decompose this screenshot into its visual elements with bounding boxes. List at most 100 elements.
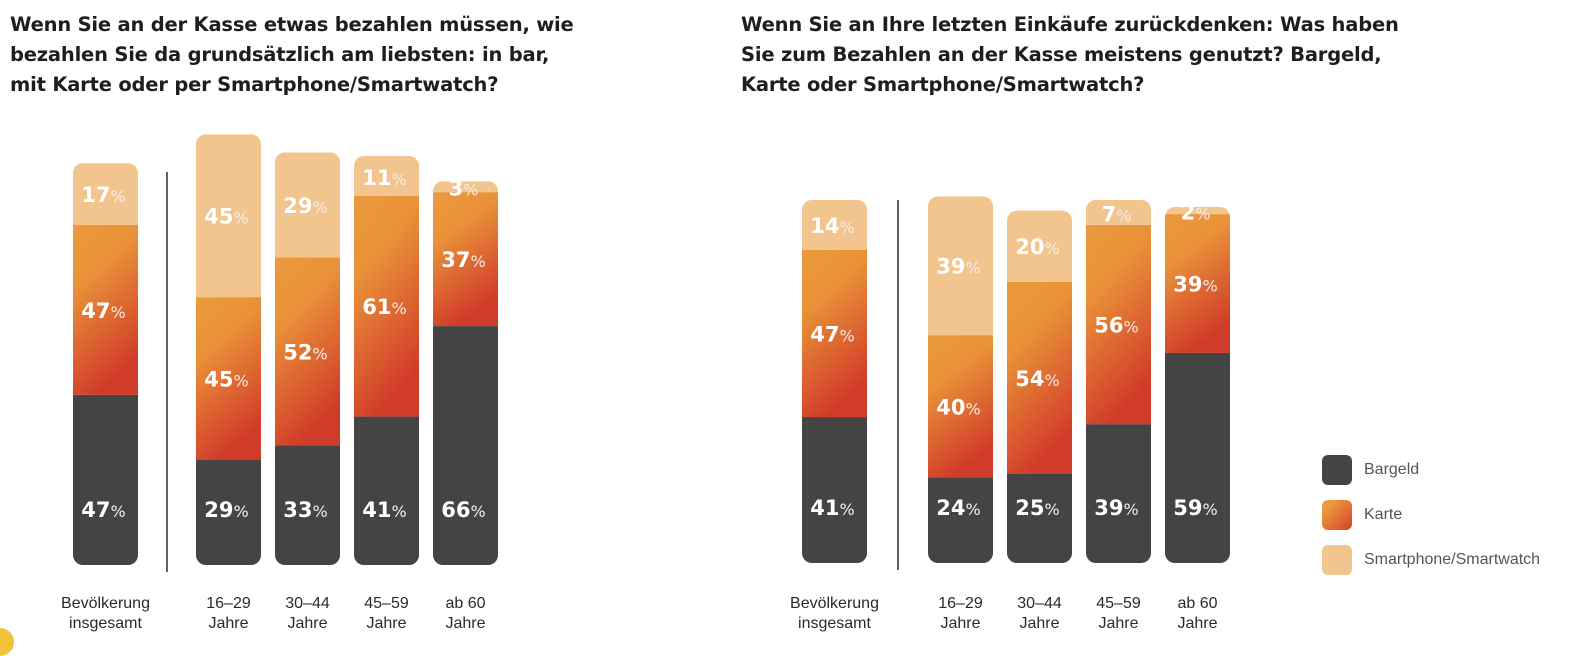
title-line: Wenn Sie an der Kasse etwas bezahlen müs… xyxy=(10,13,574,36)
data-label-smartphone: 17% xyxy=(81,183,125,207)
category-label: ab 60 xyxy=(1177,595,1217,612)
bar-segment-bargeld xyxy=(802,417,867,563)
bar-segment-smartphone xyxy=(196,134,261,298)
bar-segment-karte xyxy=(354,195,419,417)
bar-segment-bargeld xyxy=(196,460,261,565)
data-label-karte: 37% xyxy=(441,248,485,272)
data-label-karte: 56% xyxy=(1094,313,1138,337)
bar-segment-smartphone xyxy=(73,163,138,225)
legend-item-smartphone: Smartphone/Smartwatch xyxy=(1322,537,1540,582)
chart-title-left: Wenn Sie an der Kasse etwas bezahlen müs… xyxy=(10,10,610,100)
data-label-karte: 40% xyxy=(936,395,980,419)
category-label: Jahre xyxy=(1019,615,1059,632)
bar-segment-bargeld xyxy=(354,416,419,565)
legend-swatch-bargeld xyxy=(1322,454,1352,485)
bar-4: 66% 37% 3% xyxy=(433,177,498,565)
data-label-smartphone: 29% xyxy=(283,194,327,218)
data-label-karte: 45% xyxy=(204,368,248,392)
data-label-smartphone: 2% xyxy=(1181,201,1211,225)
bar-segment-smartphone xyxy=(354,155,419,196)
category-label: 16–29 xyxy=(206,595,251,612)
category-label: ab 60 xyxy=(445,595,485,612)
bar-segment-smartphone xyxy=(1007,210,1072,282)
legend: Bargeld Karte Smartphone/Smartwatch xyxy=(1322,447,1540,582)
category-label: 45–59 xyxy=(1096,595,1141,612)
bar-segment-bargeld xyxy=(73,394,138,565)
data-label-bargeld: 39% xyxy=(1094,496,1138,520)
data-label-karte: 47% xyxy=(810,322,854,346)
legend-item-karte: Karte xyxy=(1322,492,1540,537)
bar-segment-karte xyxy=(1165,214,1230,353)
data-label-bargeld: 33% xyxy=(283,498,327,522)
category-label: Bevölkerung xyxy=(790,595,879,612)
category-label: insgesamt xyxy=(798,615,871,632)
category-label: Jahre xyxy=(208,615,248,632)
bar-2: 25% 54% 20% xyxy=(1007,210,1072,563)
bar-segment-bargeld xyxy=(275,445,340,565)
data-label-karte: 47% xyxy=(81,299,125,323)
bar-segment-smartphone xyxy=(928,196,993,336)
data-label-bargeld: 47% xyxy=(81,498,125,522)
data-label-karte: 39% xyxy=(1173,273,1217,297)
data-label-smartphone: 39% xyxy=(936,255,980,279)
data-label-bargeld: 41% xyxy=(362,498,406,522)
legend-swatch-karte xyxy=(1322,499,1352,530)
data-label-bargeld: 41% xyxy=(810,496,854,520)
data-label-smartphone: 20% xyxy=(1015,235,1059,259)
legend-label: Smartphone/Smartwatch xyxy=(1364,550,1541,568)
category-label: insgesamt xyxy=(69,615,142,632)
bar-2: 33% 52% 29% xyxy=(275,152,340,565)
bar-1: 24% 40% 39% xyxy=(928,196,993,563)
bar-segment-smartphone xyxy=(802,199,867,250)
data-label-smartphone: 11% xyxy=(362,166,406,190)
bar-0: 47% 47% 17% xyxy=(73,163,138,565)
data-label-bargeld: 66% xyxy=(441,498,485,522)
data-label-smartphone: 3% xyxy=(449,177,479,201)
category-label: 16–29 xyxy=(938,595,983,612)
category-label: Jahre xyxy=(287,615,327,632)
bar-segment-bargeld xyxy=(928,477,993,563)
category-label: Bevölkerung xyxy=(61,595,150,612)
data-label-bargeld: 59% xyxy=(1173,496,1217,520)
bar-segment-karte xyxy=(73,224,138,395)
title-line: mit Karte oder per Smartphone/Smartwatch… xyxy=(10,73,499,96)
bar-3: 39% 56% 7% xyxy=(1086,199,1151,563)
bar-segment-karte xyxy=(433,192,498,327)
category-label: 30–44 xyxy=(285,595,330,612)
title-line: Sie zum Bezahlen an der Kasse meistens g… xyxy=(741,43,1382,66)
category-label: Jahre xyxy=(366,615,406,632)
bar-3: 41% 61% 11% xyxy=(354,155,419,565)
bar-1: 29% 45% 45% xyxy=(196,134,261,565)
chart-left: 47% 47% 17% Bevölkerung insgesamt 29% 45% 45% 16… xyxy=(61,134,498,632)
title-line: bezahlen Sie da grundsätzlich am liebste… xyxy=(10,43,550,66)
category-label: Jahre xyxy=(445,615,485,632)
category-label: Jahre xyxy=(1098,615,1138,632)
chart-title-right: Wenn Sie an Ihre letzten Einkäufe zurück… xyxy=(741,10,1401,100)
data-label-smartphone: 14% xyxy=(810,214,854,238)
category-label: Jahre xyxy=(940,615,980,632)
data-label-bargeld: 29% xyxy=(204,498,248,522)
bar-segment-smartphone xyxy=(275,152,340,258)
bar-segment-bargeld xyxy=(433,326,498,565)
bar-segment-karte xyxy=(275,257,340,446)
bar-4: 59% 39% 2% xyxy=(1165,201,1230,563)
bar-segment-karte xyxy=(928,335,993,478)
data-label-smartphone: 7% xyxy=(1102,202,1132,226)
decorative-dot xyxy=(0,628,14,656)
category-label: 45–59 xyxy=(364,595,409,612)
data-label-smartphone: 45% xyxy=(204,205,248,229)
data-label-karte: 54% xyxy=(1015,367,1059,391)
title-line: Wenn Sie an Ihre letzten Einkäufe zurück… xyxy=(741,13,1399,36)
title-line: Karte oder Smartphone/Smartwatch? xyxy=(741,73,1145,96)
bar-segment-karte xyxy=(1086,224,1151,425)
legend-label: Bargeld xyxy=(1364,460,1420,478)
legend-label: Karte xyxy=(1364,505,1403,523)
bar-segment-bargeld xyxy=(1086,424,1151,563)
bar-segment-karte xyxy=(802,249,867,418)
bar-segment-karte xyxy=(196,297,261,461)
bar-segment-bargeld xyxy=(1007,474,1072,563)
bar-segment-smartphone xyxy=(1086,199,1151,225)
chart-right: 41% 47% 14% Bevölkerung insgesamt 24% 40% 39% 16… xyxy=(790,196,1230,632)
bar-0: 41% 47% 14% xyxy=(802,199,867,563)
